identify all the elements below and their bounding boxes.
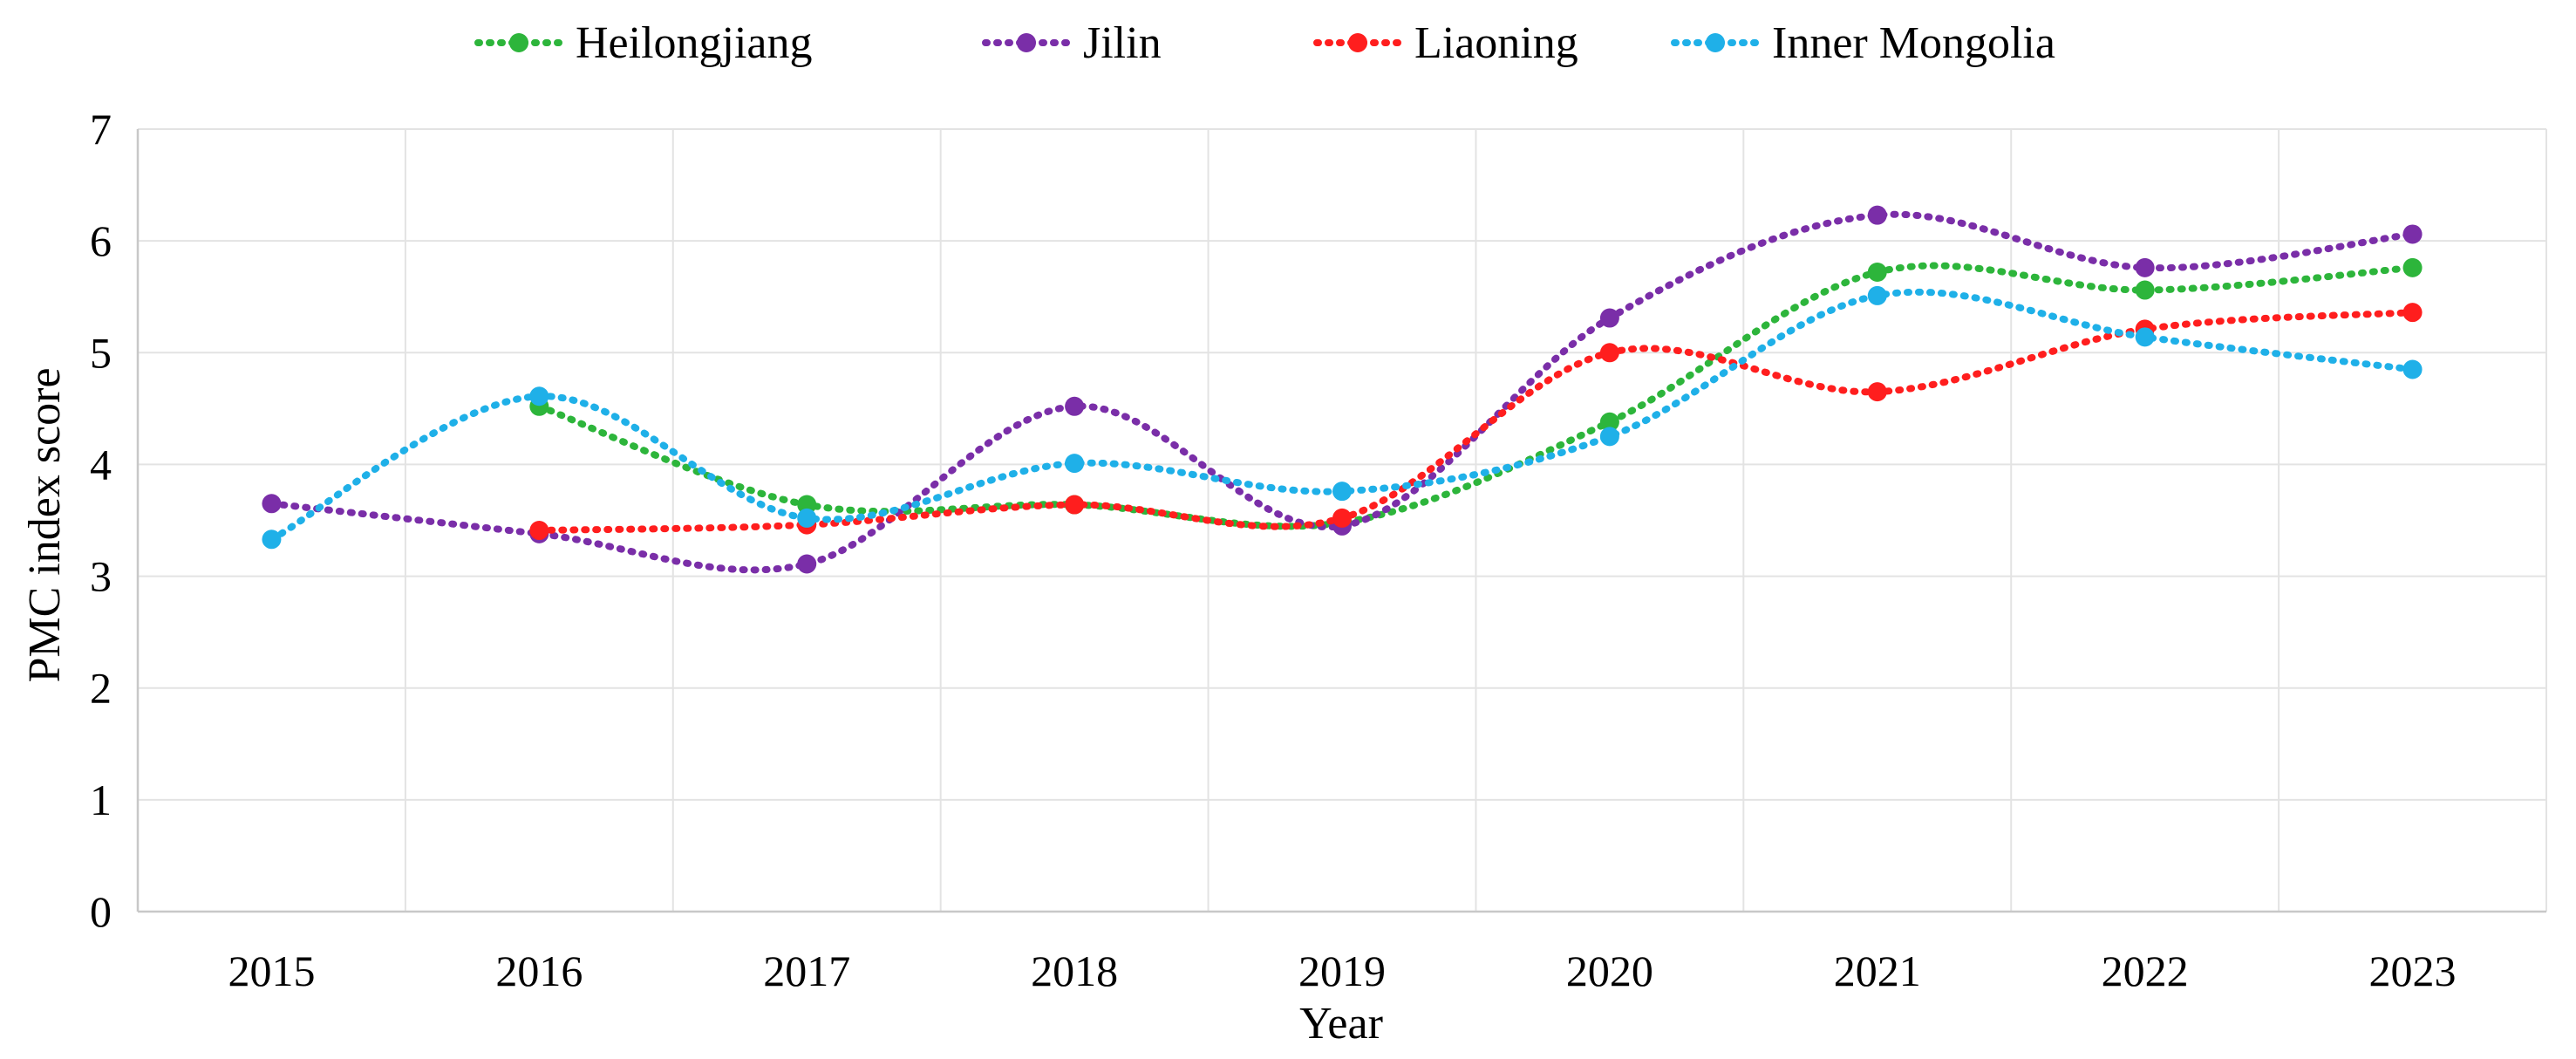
data-point-inner-mongolia: [1599, 427, 1619, 447]
series-line-heilongjiang: [535, 262, 2416, 530]
data-point-inner-mongolia: [1332, 482, 1352, 502]
series-line-liaoning: [535, 309, 2416, 535]
y-tick-label: 1: [90, 775, 112, 824]
data-point-jilin: [262, 494, 282, 514]
legend-label: Liaoning: [1414, 18, 1578, 68]
series: [262, 205, 2423, 574]
legend-marker: [1017, 33, 1036, 52]
x-axis-title: Year: [1299, 999, 1383, 1049]
legend-item-inner-mongolia: Inner Mongolia: [1671, 18, 2055, 68]
data-point-heilongjiang: [1867, 263, 1887, 283]
legend-marker: [1706, 33, 1725, 52]
y-tick-label: 4: [90, 440, 112, 489]
grid: [138, 128, 2547, 912]
x-tick-label: 2015: [228, 946, 315, 995]
data-point-jilin: [1599, 308, 1619, 328]
data-point-liaoning: [529, 521, 549, 541]
legend-marker: [509, 33, 528, 52]
data-point-inner-mongolia: [1867, 285, 1887, 305]
data-point-liaoning: [1599, 343, 1619, 363]
data-point-inner-mongolia: [2402, 359, 2423, 379]
legend-label: Inner Mongolia: [1772, 18, 2055, 68]
data-point-liaoning: [1867, 382, 1887, 402]
data-point-liaoning: [1332, 508, 1352, 528]
y-tick-label: 6: [90, 216, 112, 265]
x-tick-label: 2022: [2102, 946, 2189, 995]
y-tick-label: 7: [90, 105, 112, 154]
legend-item-heilongjiang: Heilongjiang: [474, 18, 813, 68]
y-tick-label: 3: [90, 552, 112, 601]
data-point-heilongjiang: [797, 495, 817, 515]
data-point-heilongjiang: [2402, 257, 2423, 277]
legend-item-liaoning: Liaoning: [1313, 18, 1578, 68]
data-point-inner-mongolia: [262, 530, 282, 550]
y-tick-label: 0: [90, 887, 112, 936]
x-tick-label: 2016: [495, 946, 583, 995]
y-axis-title: PMC index score: [20, 367, 70, 682]
x-tick-label: 2023: [2369, 946, 2457, 995]
data-point-inner-mongolia: [797, 508, 817, 528]
data-point-inner-mongolia: [2135, 327, 2155, 347]
data-point-liaoning: [1065, 495, 1085, 515]
x-tick-label: 2017: [763, 946, 850, 995]
x-tick-label: 2021: [1834, 946, 1921, 995]
legend-label: Jilin: [1083, 18, 1162, 68]
data-point-jilin: [797, 554, 817, 574]
y-tick-labels: 0 1 2 3 4 5 6 7: [90, 105, 112, 936]
y-tick-label: 2: [90, 664, 112, 713]
data-point-inner-mongolia: [529, 386, 549, 407]
data-point-jilin: [2402, 224, 2423, 244]
data-point-jilin: [1065, 396, 1085, 416]
data-point-heilongjiang: [1599, 412, 1619, 432]
data-point-liaoning: [2402, 303, 2423, 323]
x-tick-label: 2019: [1298, 946, 1386, 995]
x-tick-labels: 2015 2016 2017 2018 2019 2020 2021 2022 2023: [228, 946, 2456, 995]
legend-marker: [1348, 33, 1367, 52]
series-inner-mongolia: [262, 285, 2423, 550]
data-point-inner-mongolia: [1065, 454, 1085, 474]
y-tick-label: 5: [90, 328, 112, 377]
axes: [136, 129, 2546, 913]
legend-item-jilin: Jilin: [982, 18, 1162, 68]
legend-label: Heilongjiang: [576, 18, 813, 68]
data-point-jilin: [2135, 257, 2155, 277]
x-tick-label: 2018: [1031, 946, 1118, 995]
x-tick-label: 2020: [1566, 946, 1653, 995]
series-line-inner-mongolia: [268, 288, 2416, 543]
data-point-heilongjiang: [2135, 280, 2155, 300]
legend: Heilongjiang Jilin Liaoning Inner Mongolia: [474, 18, 2055, 68]
data-point-jilin: [1867, 205, 1887, 225]
